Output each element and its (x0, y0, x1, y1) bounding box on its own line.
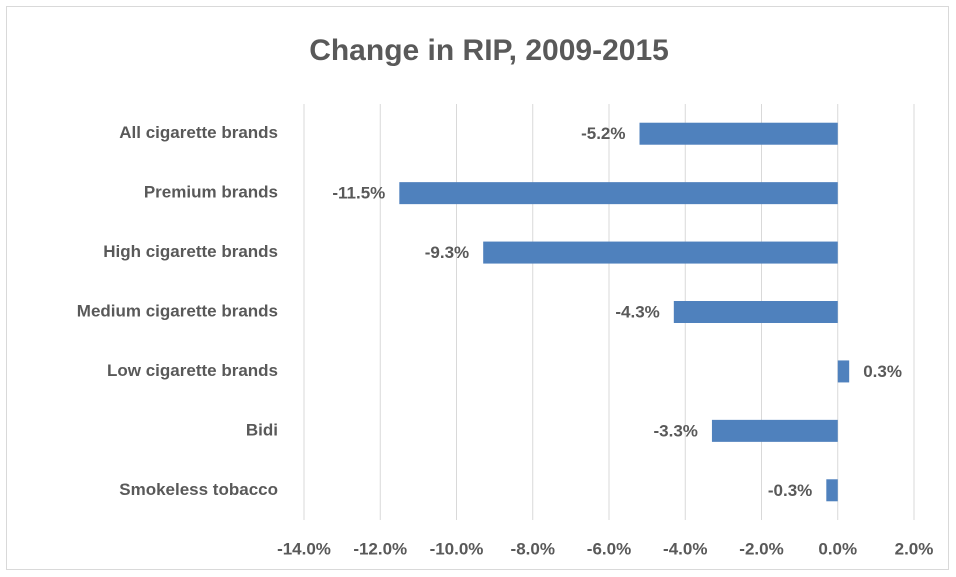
x-tick-label: -10.0% (430, 539, 484, 558)
x-tick-label: -6.0% (587, 539, 631, 558)
bar (826, 479, 838, 502)
chart-title: Change in RIP, 2009-2015 (309, 34, 669, 67)
value-label: -11.5% (332, 184, 385, 203)
x-tick-label: 2.0% (895, 539, 934, 558)
x-tick-label: -2.0% (739, 539, 783, 558)
bar (711, 419, 838, 442)
y-tick-label: Medium cigarette brands (77, 301, 278, 320)
y-tick-label: Bidi (246, 420, 278, 439)
value-label: -0.3% (768, 481, 812, 500)
value-label: -4.3% (615, 302, 659, 321)
value-label: -3.3% (654, 421, 698, 440)
bar (483, 241, 838, 264)
chart-border (6, 6, 949, 570)
y-tick-label: High cigarette brands (103, 242, 278, 261)
bar (639, 122, 838, 145)
bar (673, 301, 838, 323)
bar (399, 182, 838, 205)
y-tick-label: Smokeless tobacco (119, 480, 278, 499)
value-label: 0.3% (863, 362, 902, 381)
value-label: -5.2% (581, 124, 625, 143)
y-tick-label: Low cigarette brands (107, 361, 278, 380)
y-tick-label: All cigarette brands (119, 123, 278, 142)
x-tick-label: -12.0% (353, 539, 407, 558)
x-tick-label: -8.0% (511, 539, 555, 558)
bar (837, 360, 850, 383)
value-label: -9.3% (425, 243, 469, 262)
x-tick-label: 0.0% (818, 539, 857, 558)
x-tick-label: -4.0% (663, 539, 707, 558)
y-tick-label: Premium brands (144, 183, 278, 202)
x-tick-label: -14.0% (277, 539, 331, 558)
